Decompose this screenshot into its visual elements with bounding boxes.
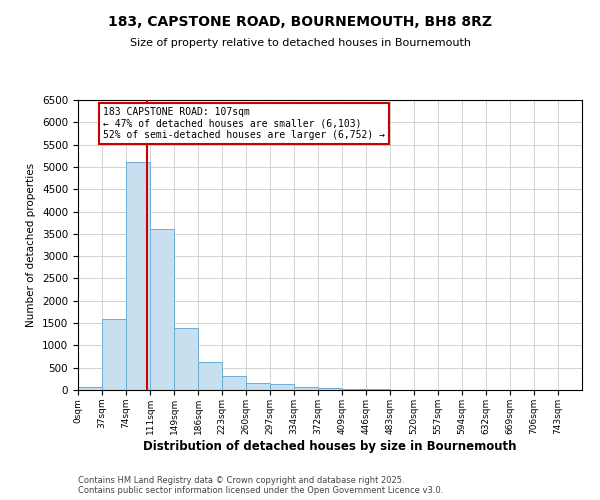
Bar: [78, 386, 102, 390]
Text: Contains HM Land Registry data © Crown copyright and database right 2025.
Contai: Contains HM Land Registry data © Crown c…: [78, 476, 443, 495]
Text: Size of property relative to detached houses in Bournemouth: Size of property relative to detached ho…: [130, 38, 470, 48]
Bar: [294, 386, 318, 390]
Bar: [246, 384, 270, 390]
Text: 183 CAPSTONE ROAD: 107sqm
← 47% of detached houses are smaller (6,103)
52% of se: 183 CAPSTONE ROAD: 107sqm ← 47% of detac…: [103, 106, 385, 140]
Bar: [198, 362, 222, 390]
Bar: [102, 318, 126, 390]
Bar: [222, 376, 246, 390]
Y-axis label: Number of detached properties: Number of detached properties: [26, 163, 37, 327]
Bar: [174, 328, 198, 390]
Text: 183, CAPSTONE ROAD, BOURNEMOUTH, BH8 8RZ: 183, CAPSTONE ROAD, BOURNEMOUTH, BH8 8RZ: [108, 15, 492, 29]
Bar: [270, 384, 294, 390]
Bar: [126, 162, 150, 390]
Bar: [342, 389, 366, 390]
Bar: [150, 230, 174, 390]
Bar: [366, 389, 390, 390]
X-axis label: Distribution of detached houses by size in Bournemouth: Distribution of detached houses by size …: [143, 440, 517, 452]
Bar: [318, 388, 342, 390]
